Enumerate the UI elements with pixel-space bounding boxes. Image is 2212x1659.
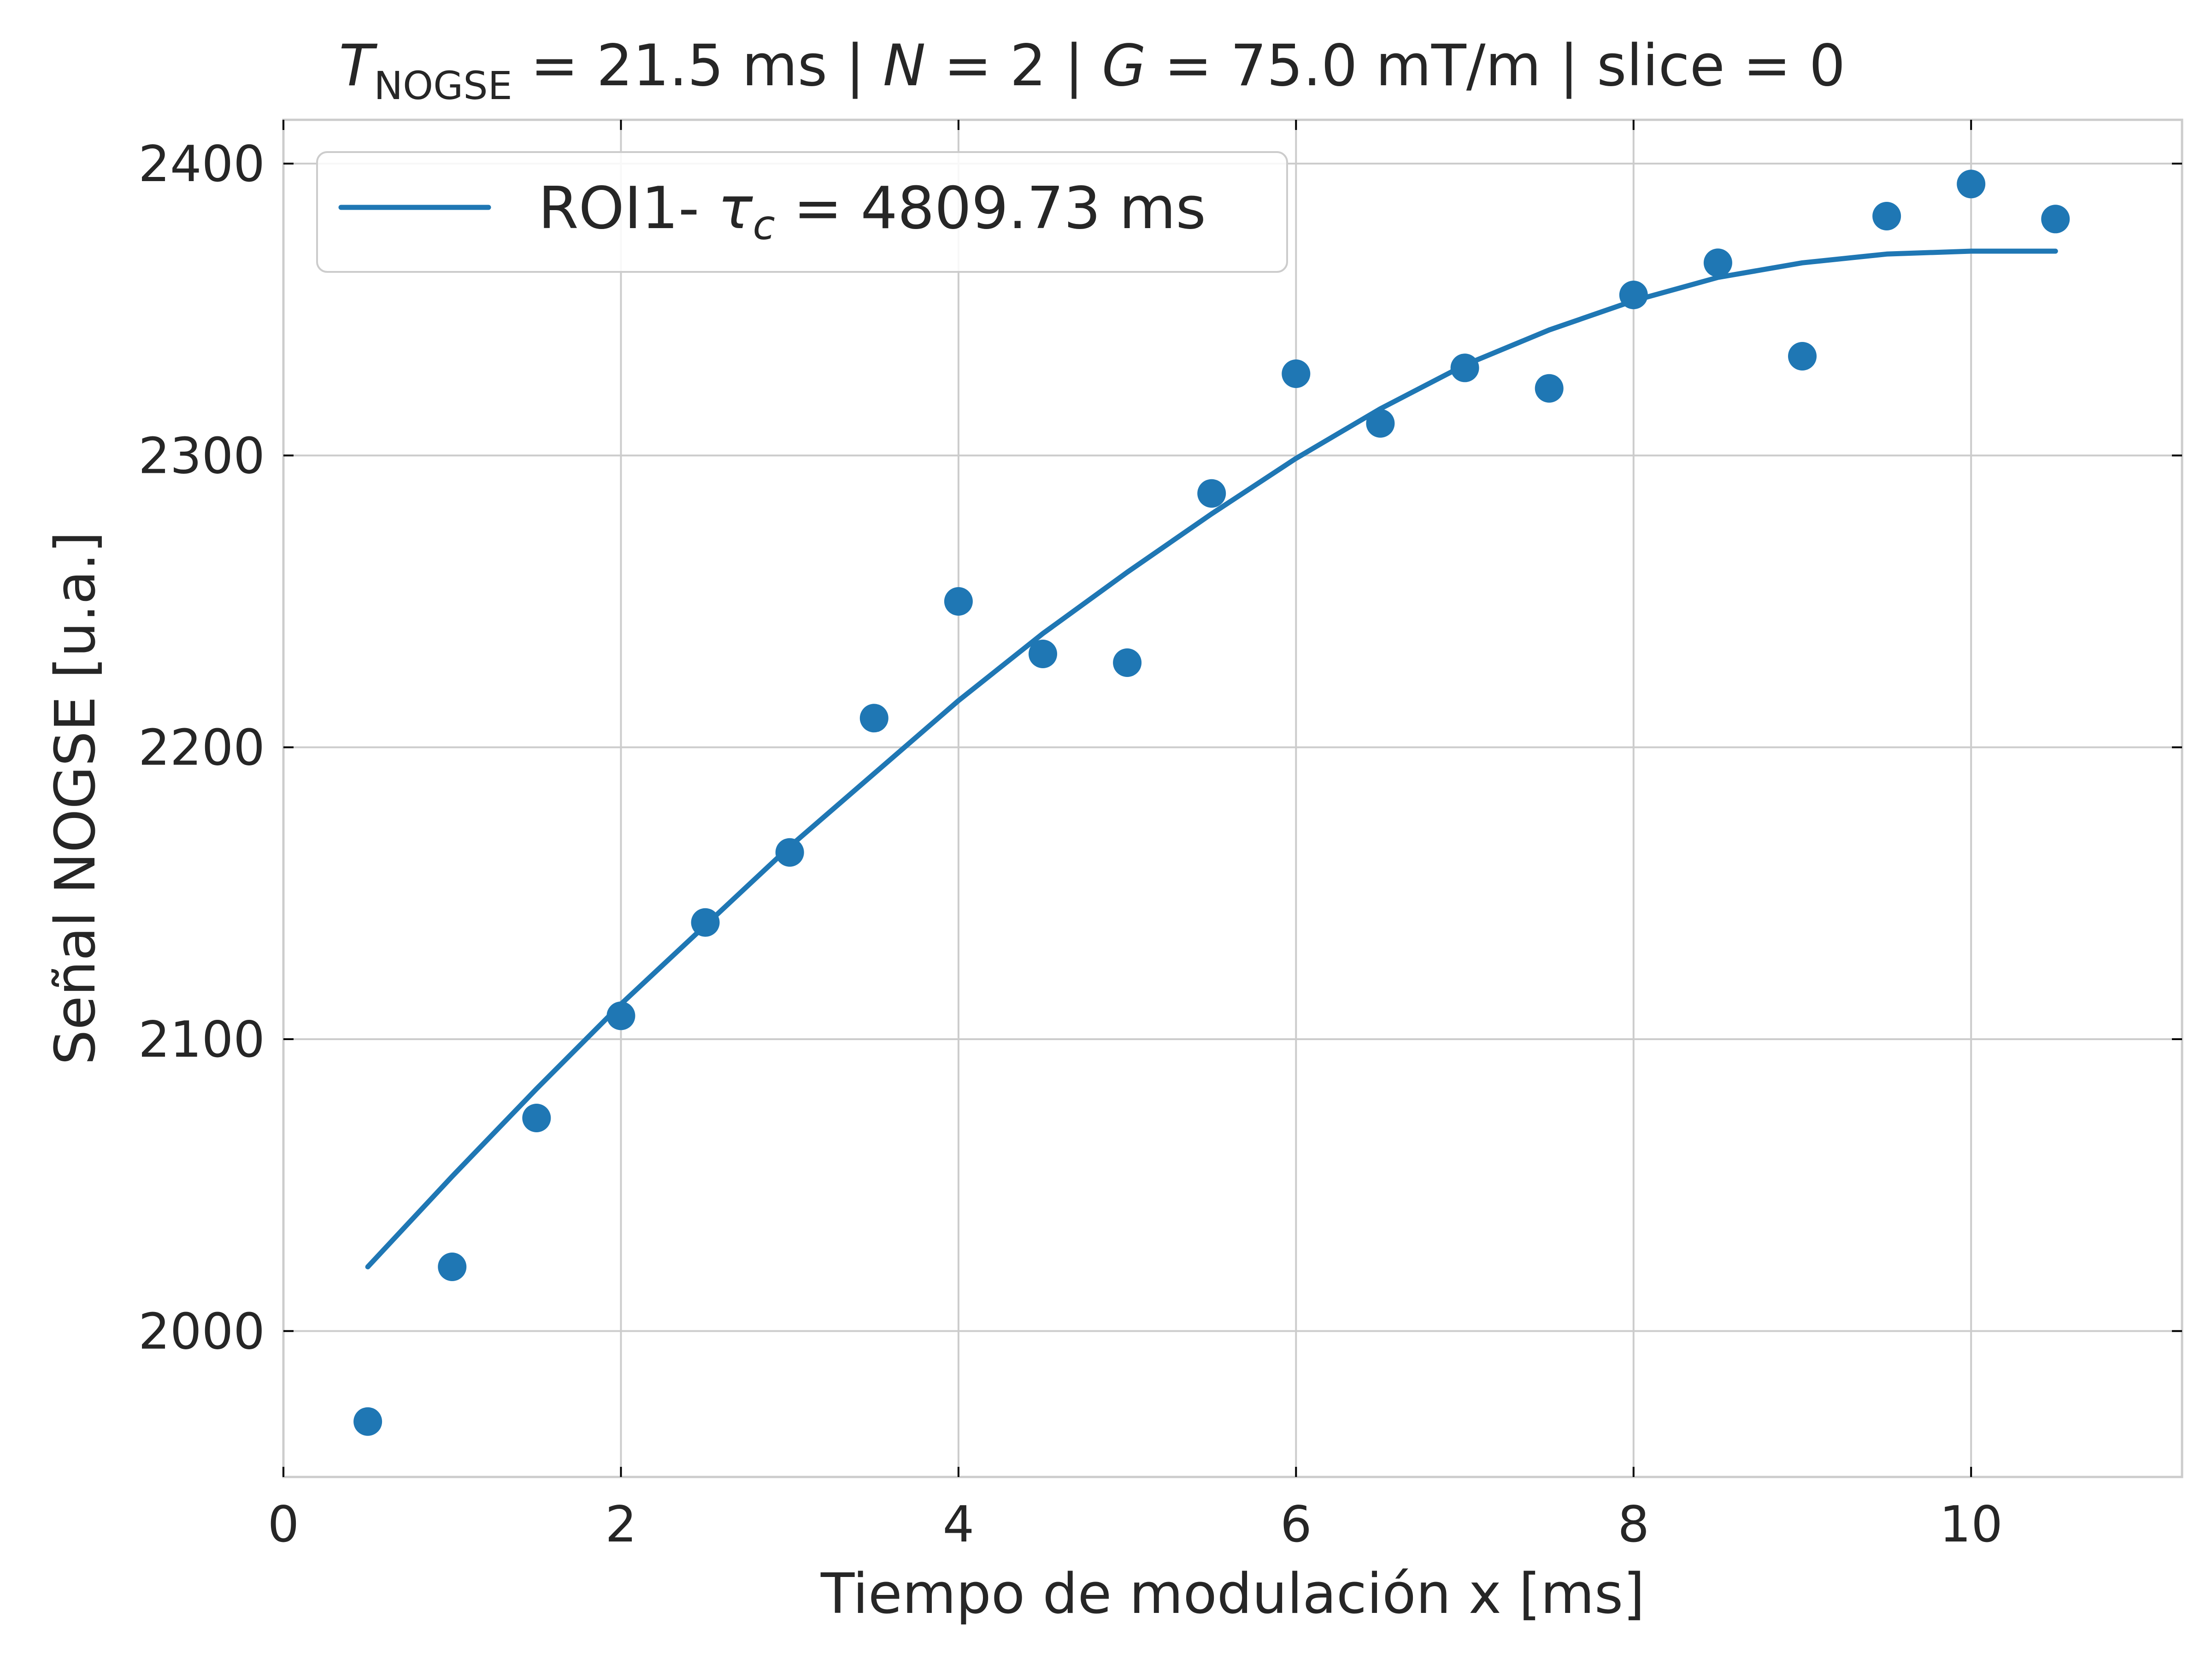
data-point	[1366, 409, 1395, 438]
legend-tau-symbol: τ	[718, 174, 753, 242]
y-tick-label: 2400	[138, 135, 265, 193]
chart-title: TNOGSE = 21.5 ms | N = 2 | G = 75.0 mT/m…	[339, 33, 1845, 108]
legend-suffix: = 4809.73 ms	[775, 174, 1206, 242]
data-point	[1619, 281, 1648, 309]
x-tick-label: 8	[1618, 1496, 1649, 1553]
x-tick-label: 10	[1940, 1496, 2003, 1553]
y-tick-label: 2300	[138, 427, 265, 485]
series	[353, 170, 2070, 1436]
data-point	[1029, 640, 1057, 668]
legend-tau-subscript: c	[753, 201, 775, 249]
title-symbol-t: T	[339, 33, 377, 99]
title-subscript: NOGSE	[374, 63, 512, 108]
data-point	[944, 587, 973, 616]
data-point	[1872, 202, 1901, 230]
y-tick-label: 2000	[138, 1303, 265, 1360]
y-tick-label: 2200	[138, 719, 265, 777]
data-point	[1703, 248, 1732, 277]
y-axis-label: Señal NOGSE [u.a.]	[44, 531, 108, 1065]
title-symbol-g: G	[1102, 33, 1146, 99]
data-point	[775, 838, 804, 867]
data-point	[606, 1001, 635, 1030]
x-tick-label: 2	[605, 1496, 637, 1553]
data-point	[1788, 342, 1817, 371]
legend-entry-label: ROI1- τc = 4809.73 ms	[538, 174, 1206, 249]
x-tick-label: 6	[1280, 1496, 1312, 1553]
grid-lines	[282, 120, 2182, 1477]
fit-line	[365, 248, 2058, 1270]
data-point	[1450, 353, 1479, 382]
data-point	[1957, 170, 1986, 199]
legend-box	[316, 151, 1288, 273]
data-point	[353, 1407, 382, 1436]
data-point	[1282, 359, 1311, 388]
y-tick-label: 2100	[138, 1011, 265, 1069]
title-part3: = 75.0 mT/m | slice = 0	[1146, 33, 1846, 99]
title-part2: = 2 |	[926, 33, 1102, 99]
title-symbol-n: N	[883, 33, 926, 99]
data-point	[438, 1253, 467, 1281]
x-tick-label: 4	[943, 1496, 975, 1553]
legend: ROI1- τc = 4809.73 ms	[316, 151, 1288, 273]
x-axis-label: Tiempo de modulación x [ms]	[820, 1562, 1645, 1626]
x-tick-label: 0	[268, 1496, 300, 1553]
data-point	[1197, 479, 1226, 508]
axis-ticks: 0 2 4 6 8 10 2000 2100 2200 2300 2400	[138, 120, 2182, 1553]
plot-frame	[282, 118, 2183, 1478]
data-point	[522, 1104, 551, 1132]
title-part1: = 21.5 ms |	[512, 33, 883, 99]
data-point	[859, 704, 888, 733]
data-point	[691, 908, 720, 937]
data-point	[1535, 374, 1564, 403]
legend-prefix: ROI1-	[538, 174, 718, 242]
data-point	[1113, 648, 1142, 677]
data-point	[2041, 205, 2070, 234]
